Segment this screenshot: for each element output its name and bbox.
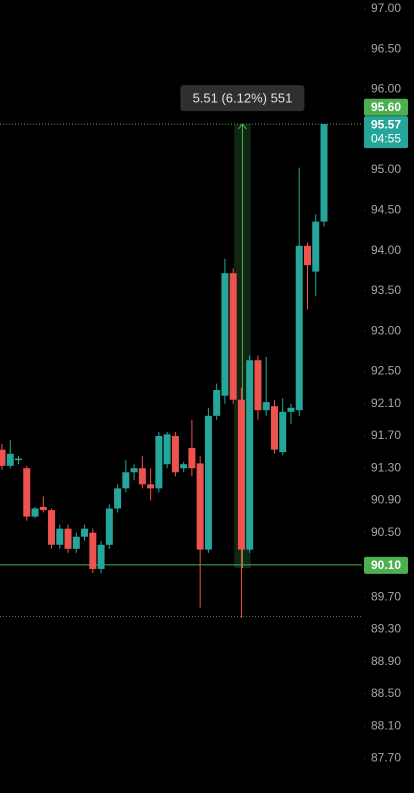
- y-tick-label: 90.90: [371, 493, 401, 507]
- y-tick-label: 88.10: [371, 718, 401, 732]
- y-tick-label: 91.30: [371, 460, 401, 474]
- y-tick-label: 95.00: [371, 162, 401, 176]
- candle-body: [130, 468, 138, 473]
- candle-body: [39, 506, 47, 511]
- y-tick-label: 92.50: [371, 364, 401, 378]
- candle-body: [64, 528, 72, 549]
- y-tick-label: 88.90: [371, 654, 401, 668]
- candle-body: [320, 124, 328, 222]
- candle-body: [48, 510, 56, 545]
- candle-body: [114, 488, 122, 509]
- candle-body: [6, 453, 14, 466]
- y-tick-label: 96.50: [371, 41, 401, 55]
- y-tick-label: 91.70: [371, 428, 401, 442]
- y-tick-label: 89.70: [371, 589, 401, 603]
- y-tick-label: 94.50: [371, 203, 401, 217]
- candle-body: [262, 402, 270, 411]
- candle-body: [122, 472, 130, 489]
- candle-body: [15, 458, 23, 461]
- y-tick-label: 94.00: [371, 243, 401, 257]
- y-tick-label: 92.10: [371, 396, 401, 410]
- candle-body: [171, 435, 179, 473]
- y-tick-label: 89.30: [371, 622, 401, 636]
- candle-body: [279, 411, 287, 453]
- candle-body: [23, 468, 31, 517]
- candle-body: [56, 528, 64, 545]
- candle-body: [163, 434, 171, 465]
- y-tick-label: 90.50: [371, 525, 401, 539]
- candle-body: [147, 484, 155, 489]
- candle-body: [312, 221, 320, 272]
- candle-body: [270, 406, 278, 450]
- y-tick-label: 96.00: [371, 82, 401, 96]
- price-tag-label: 95.60: [371, 100, 401, 114]
- candle-body: [81, 528, 89, 537]
- candle-body: [295, 245, 303, 411]
- price-tag-box: [364, 116, 408, 149]
- candle-body: [229, 273, 237, 400]
- candle-body: [138, 468, 146, 485]
- candle-body: [287, 407, 295, 412]
- price-tag-countdown: 04:55: [371, 131, 401, 145]
- y-tick-label: 93.50: [371, 283, 401, 297]
- candle-body: [97, 544, 105, 569]
- candle-body: [72, 536, 80, 549]
- candle-body: [196, 463, 204, 550]
- candle-body: [213, 390, 221, 416]
- price-tag-box: [364, 556, 408, 574]
- y-tick-label: 87.70: [371, 751, 401, 765]
- y-tick-label: 93.00: [371, 323, 401, 337]
- candle-body: [204, 415, 212, 550]
- candle-body: [180, 464, 188, 469]
- candle-body: [31, 508, 39, 517]
- measure-arrow-head: [238, 123, 247, 130]
- candle-body: [89, 532, 97, 569]
- candle-body: [254, 360, 262, 411]
- candle-body: [105, 508, 113, 545]
- candle-body: [303, 245, 311, 266]
- price-tag-label: 90.10: [371, 558, 401, 572]
- candle-body: [221, 273, 229, 396]
- y-tick-label: 88.50: [371, 686, 401, 700]
- measure-tooltip: [180, 85, 305, 112]
- candle-body: [0, 449, 6, 466]
- candle-body: [237, 399, 245, 550]
- measure-tooltip-text: 5.51 (6.12%) 551: [193, 91, 293, 106]
- candle-body: [155, 435, 163, 489]
- candle-body: [188, 448, 196, 469]
- y-tick-label: 97.00: [371, 1, 401, 15]
- candle-body: [246, 360, 254, 550]
- price-tag-box: [364, 98, 408, 116]
- price-tag-label: 95.57: [371, 117, 401, 131]
